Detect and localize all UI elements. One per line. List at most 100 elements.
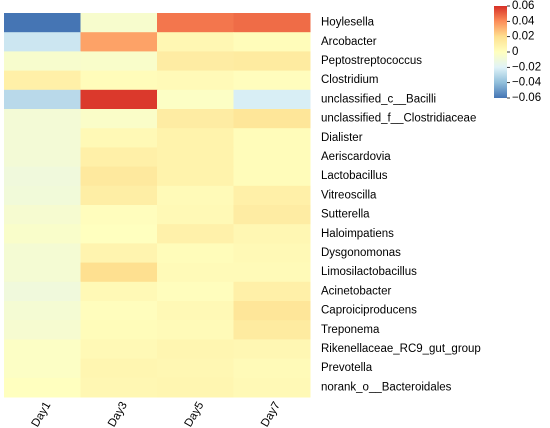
heatmap-cell <box>233 320 311 340</box>
heatmap-cell <box>157 13 234 33</box>
heatmap-cell <box>157 339 234 360</box>
column-labels: Day1 Day3 Day5 Day7 <box>30 400 283 428</box>
heatmap-cell <box>4 51 81 72</box>
heatmap-cell <box>157 70 234 91</box>
heatmap-cell <box>157 243 234 264</box>
column-label: Day1 <box>30 400 54 428</box>
row-labels: Hoylesella Arcobacter Peptostreptococcus Cl… <box>321 17 481 394</box>
heatmap-cell <box>4 70 81 91</box>
heatmap-cell <box>157 320 234 340</box>
row-label: Rikenellaceae_RC9_gut_group <box>321 343 481 355</box>
row-label: Caproiciproducens <box>321 305 417 317</box>
heatmap-cell <box>233 51 311 72</box>
colorbar-tick-label: 0.04 <box>512 15 535 27</box>
heatmap-cell <box>233 147 311 168</box>
row-label: Arcobacter <box>321 36 377 48</box>
heatmap-cells <box>4 13 311 398</box>
heatmap-cell <box>233 301 311 321</box>
heatmap-cell <box>80 89 158 110</box>
row-label: norank_o__Bacteroidales <box>321 381 452 393</box>
heatmap-cell <box>80 339 158 360</box>
row-label: Sutterella <box>321 209 370 221</box>
heatmap-cell <box>80 147 158 168</box>
heatmap-cell <box>80 224 158 244</box>
heatmap-cell <box>80 205 158 225</box>
heatmap-cell <box>4 89 81 110</box>
row-label: Aeriscardovia <box>321 151 391 163</box>
colorbar-tick-label: 0.06 <box>512 0 534 12</box>
heatmap-cell <box>4 377 81 398</box>
row-label: Limosilactobacillus <box>321 266 417 278</box>
heatmap-cell <box>4 339 81 360</box>
heatmap-cell <box>4 166 81 187</box>
row-label: Acinetobacter <box>321 285 391 297</box>
heatmap-cell <box>157 224 234 244</box>
heatmap-cell <box>233 109 311 129</box>
heatmap-cell <box>157 51 234 72</box>
heatmap-cell <box>80 377 158 398</box>
heatmap-cell <box>157 128 234 148</box>
heatmap-cell <box>233 89 311 110</box>
heatmap-cell <box>80 109 158 129</box>
colorbar-ticks: 0.06 0.04 0.02 0 −0.02 −0.04 −0.06 <box>507 0 542 104</box>
colorbar-gradient <box>494 6 507 98</box>
heatmap-cell <box>233 32 311 52</box>
heatmap-cell <box>4 147 81 168</box>
heatmap-cell <box>4 13 81 33</box>
heatmap-cell <box>80 166 158 187</box>
colorbar-tick-label: −0.02 <box>512 61 541 73</box>
row-label: Hoylesella <box>321 17 375 29</box>
heatmap-cell <box>80 358 158 379</box>
heatmap-cell <box>157 262 234 283</box>
row-label: Treponema <box>321 324 380 336</box>
row-label: Prevotella <box>321 362 373 374</box>
heatmap-cell <box>233 281 311 302</box>
heatmap-cell <box>80 13 158 33</box>
row-label: unclassified_c__Bacilli <box>321 93 436 105</box>
row-label: Clostridium <box>321 74 379 86</box>
heatmap-cell <box>4 128 81 148</box>
colorbar: 0.06 0.04 0.02 0 −0.02 −0.04 −0.06 <box>494 0 542 104</box>
heatmap-cell <box>233 358 311 379</box>
heatmap-cell <box>4 301 81 321</box>
row-label: Peptostreptococcus <box>321 55 422 67</box>
column-label: Day7 <box>259 400 283 428</box>
row-label: Dialister <box>321 132 363 144</box>
heatmap-cell <box>4 185 81 206</box>
heatmap-cell <box>233 377 311 398</box>
heatmap-cell <box>157 205 234 225</box>
heatmap-cell <box>4 32 81 52</box>
heatmap-cell <box>80 262 158 283</box>
heatmap-cell <box>4 358 81 379</box>
heatmap-cell <box>233 70 311 91</box>
column-label: Day3 <box>106 400 130 428</box>
heatmap-cell <box>157 147 234 168</box>
row-label: Dysgonomonas <box>321 247 401 259</box>
row-label: Vitreoscilla <box>321 189 377 201</box>
colorbar-tick-label: −0.04 <box>512 77 542 89</box>
heatmap-cell <box>157 109 234 129</box>
column-label: Day5 <box>183 400 207 428</box>
heatmap-cell <box>233 224 311 244</box>
heatmap-cell <box>233 128 311 148</box>
heatmap-cell <box>233 166 311 187</box>
heatmap-cell <box>233 205 311 225</box>
heatmap-cell <box>157 377 234 398</box>
heatmap-cell <box>4 281 81 302</box>
heatmap-cell <box>4 224 81 244</box>
heatmap-cell <box>157 89 234 110</box>
heatmap-cell <box>80 185 158 206</box>
heatmap-cell <box>157 301 234 321</box>
heatmap-cell <box>157 281 234 302</box>
row-label: Haloimpatiens <box>321 228 394 240</box>
colorbar-tick-label: −0.06 <box>512 92 541 104</box>
heatmap-cell <box>233 13 311 33</box>
heatmap-cell <box>157 358 234 379</box>
row-label: Lactobacillus <box>321 170 388 182</box>
colorbar-tick-label: 0.02 <box>512 31 534 43</box>
heatmap-cell <box>233 262 311 283</box>
heatmap-cell <box>80 281 158 302</box>
colorbar-tick-label: 0 <box>512 46 518 58</box>
heatmap-cell <box>233 243 311 264</box>
